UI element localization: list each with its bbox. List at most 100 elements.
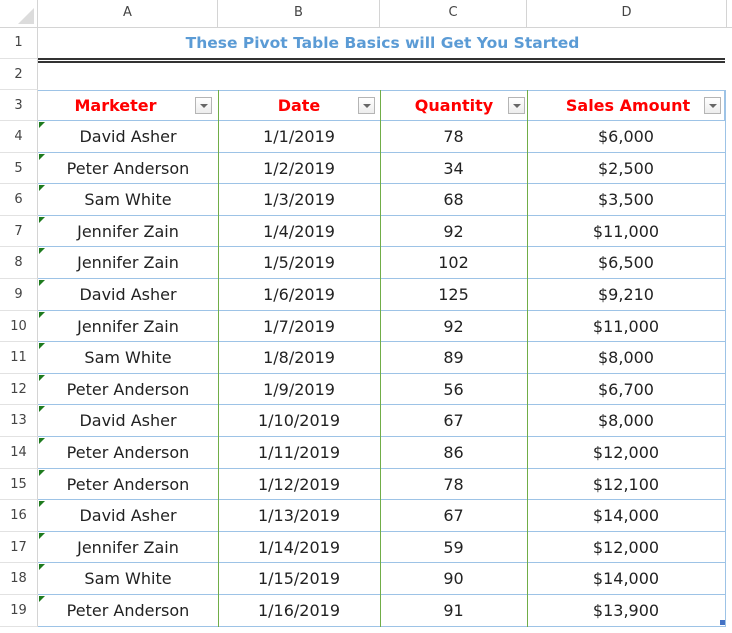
- cell-sales-amount[interactable]: $6,000: [527, 121, 725, 153]
- header-cell-marketer[interactable]: Marketer: [38, 90, 218, 121]
- cell-date[interactable]: 1/15/2019: [218, 563, 380, 595]
- row-header-14[interactable]: 14: [0, 437, 38, 469]
- cell-marketer[interactable]: Peter Anderson: [38, 374, 218, 406]
- row-header-18[interactable]: 18: [0, 563, 38, 595]
- cell-quantity[interactable]: 59: [380, 532, 527, 564]
- sheet-title[interactable]: These Pivot Table Basics will Get You St…: [185, 34, 580, 52]
- cell-sales-amount[interactable]: $11,000: [527, 216, 725, 248]
- select-all-corner[interactable]: [0, 0, 38, 27]
- cell-quantity[interactable]: 78: [380, 469, 527, 501]
- cell-date[interactable]: 1/8/2019: [218, 342, 380, 374]
- table-resize-handle[interactable]: [720, 620, 725, 625]
- cell-quantity[interactable]: 78: [380, 121, 527, 153]
- error-indicator-icon[interactable]: [39, 469, 45, 476]
- cell-date[interactable]: 1/4/2019: [218, 216, 380, 248]
- cell-sales-amount[interactable]: $14,000: [527, 563, 725, 595]
- cell-marketer[interactable]: Peter Anderson: [38, 153, 218, 185]
- column-header-a[interactable]: A: [38, 0, 218, 27]
- cell-quantity[interactable]: 92: [380, 216, 527, 248]
- row-header-5[interactable]: 5: [0, 152, 38, 185]
- cell-sales-amount[interactable]: $6,500: [527, 247, 725, 279]
- error-indicator-icon[interactable]: [39, 311, 45, 318]
- cell-marketer[interactable]: Sam White: [38, 184, 218, 216]
- cell-date[interactable]: 1/13/2019: [218, 500, 380, 532]
- error-indicator-icon[interactable]: [39, 343, 45, 350]
- cell-marketer[interactable]: David Asher: [38, 121, 218, 153]
- cell-sales-amount[interactable]: $12,000: [527, 437, 725, 469]
- row-header-8[interactable]: 8: [0, 247, 38, 279]
- row-header-17[interactable]: 17: [0, 531, 38, 564]
- cell-date[interactable]: 1/12/2019: [218, 469, 380, 501]
- cell-sales-amount[interactable]: $12,100: [527, 469, 725, 501]
- cell-sales-amount[interactable]: $3,500: [527, 184, 725, 216]
- cell-date[interactable]: 1/5/2019: [218, 247, 380, 279]
- error-indicator-icon[interactable]: [39, 596, 45, 602]
- cell-quantity[interactable]: 90: [380, 563, 527, 595]
- cell-date[interactable]: 1/6/2019: [218, 279, 380, 311]
- row-header-12[interactable]: 12: [0, 373, 38, 406]
- row-header-1[interactable]: 1: [0, 27, 38, 59]
- cell-date[interactable]: 1/1/2019: [218, 121, 380, 153]
- cell-marketer[interactable]: Jennifer Zain: [38, 311, 218, 343]
- row-header-4[interactable]: 4: [0, 121, 38, 153]
- cell-quantity[interactable]: 34: [380, 153, 527, 185]
- cell-marketer[interactable]: Jennifer Zain: [38, 216, 218, 248]
- error-indicator-icon[interactable]: [39, 501, 45, 508]
- cell-quantity[interactable]: 67: [380, 500, 527, 532]
- error-indicator-icon[interactable]: [39, 248, 45, 255]
- cell-sales-amount[interactable]: $8,000: [527, 342, 725, 374]
- error-indicator-icon[interactable]: [39, 532, 45, 539]
- cell-date[interactable]: 1/2/2019: [218, 153, 380, 185]
- error-indicator-icon[interactable]: [39, 280, 45, 286]
- cell-quantity[interactable]: 92: [380, 311, 527, 343]
- cell-marketer[interactable]: David Asher: [38, 405, 218, 437]
- cell-quantity[interactable]: 102: [380, 247, 527, 279]
- cell-marketer[interactable]: David Asher: [38, 279, 218, 311]
- cell-sales-amount[interactable]: $11,000: [527, 311, 725, 343]
- filter-dropdown-sales-amount[interactable]: [704, 97, 721, 114]
- error-indicator-icon[interactable]: [39, 438, 45, 444]
- cell-marketer[interactable]: Peter Anderson: [38, 595, 218, 627]
- cell-date[interactable]: 1/10/2019: [218, 405, 380, 437]
- row-header-2[interactable]: 2: [0, 59, 38, 90]
- cell-quantity[interactable]: 67: [380, 405, 527, 437]
- row-header-19[interactable]: 19: [0, 595, 38, 627]
- error-indicator-icon[interactable]: [39, 564, 45, 571]
- cell-date[interactable]: 1/3/2019: [218, 184, 380, 216]
- row-header-6[interactable]: 6: [0, 184, 38, 216]
- column-header-d[interactable]: D: [527, 0, 727, 27]
- header-cell-sales-amount[interactable]: Sales Amount: [527, 90, 725, 121]
- cell-quantity[interactable]: 91: [380, 595, 527, 627]
- error-indicator-icon[interactable]: [39, 185, 45, 192]
- column-header-c[interactable]: C: [380, 0, 527, 27]
- filter-dropdown-date[interactable]: [358, 97, 375, 114]
- cell-quantity[interactable]: 89: [380, 342, 527, 374]
- row-header-16[interactable]: 16: [0, 500, 38, 532]
- cell-sales-amount[interactable]: $2,500: [527, 153, 725, 185]
- cell-sales-amount[interactable]: $8,000: [527, 405, 725, 437]
- filter-dropdown-marketer[interactable]: [195, 97, 212, 114]
- cell-sales-amount[interactable]: $12,000: [527, 532, 725, 564]
- header-cell-date[interactable]: Date: [218, 90, 380, 121]
- cell-date[interactable]: 1/14/2019: [218, 532, 380, 564]
- row-header-10[interactable]: 10: [0, 310, 38, 343]
- header-cell-quantity[interactable]: Quantity: [380, 90, 527, 121]
- cell-quantity[interactable]: 68: [380, 184, 527, 216]
- cell-quantity[interactable]: 125: [380, 279, 527, 311]
- filter-dropdown-quantity[interactable]: [508, 97, 525, 114]
- cell-sales-amount[interactable]: $6,700: [527, 374, 725, 406]
- cell-quantity[interactable]: 56: [380, 374, 527, 406]
- column-header-b[interactable]: B: [218, 0, 380, 27]
- error-indicator-icon[interactable]: [39, 153, 45, 160]
- row-header-15[interactable]: 15: [0, 468, 38, 501]
- cell-quantity[interactable]: 86: [380, 437, 527, 469]
- error-indicator-icon[interactable]: [39, 406, 45, 413]
- row-header-3[interactable]: 3: [0, 90, 38, 121]
- error-indicator-icon[interactable]: [39, 216, 45, 223]
- cell-marketer[interactable]: Peter Anderson: [38, 437, 218, 469]
- cell-sales-amount[interactable]: $9,210: [527, 279, 725, 311]
- row-header-13[interactable]: 13: [0, 405, 38, 437]
- cell-date[interactable]: 1/9/2019: [218, 374, 380, 406]
- error-indicator-icon[interactable]: [39, 374, 45, 381]
- cell-sales-amount[interactable]: $13,900: [527, 595, 725, 627]
